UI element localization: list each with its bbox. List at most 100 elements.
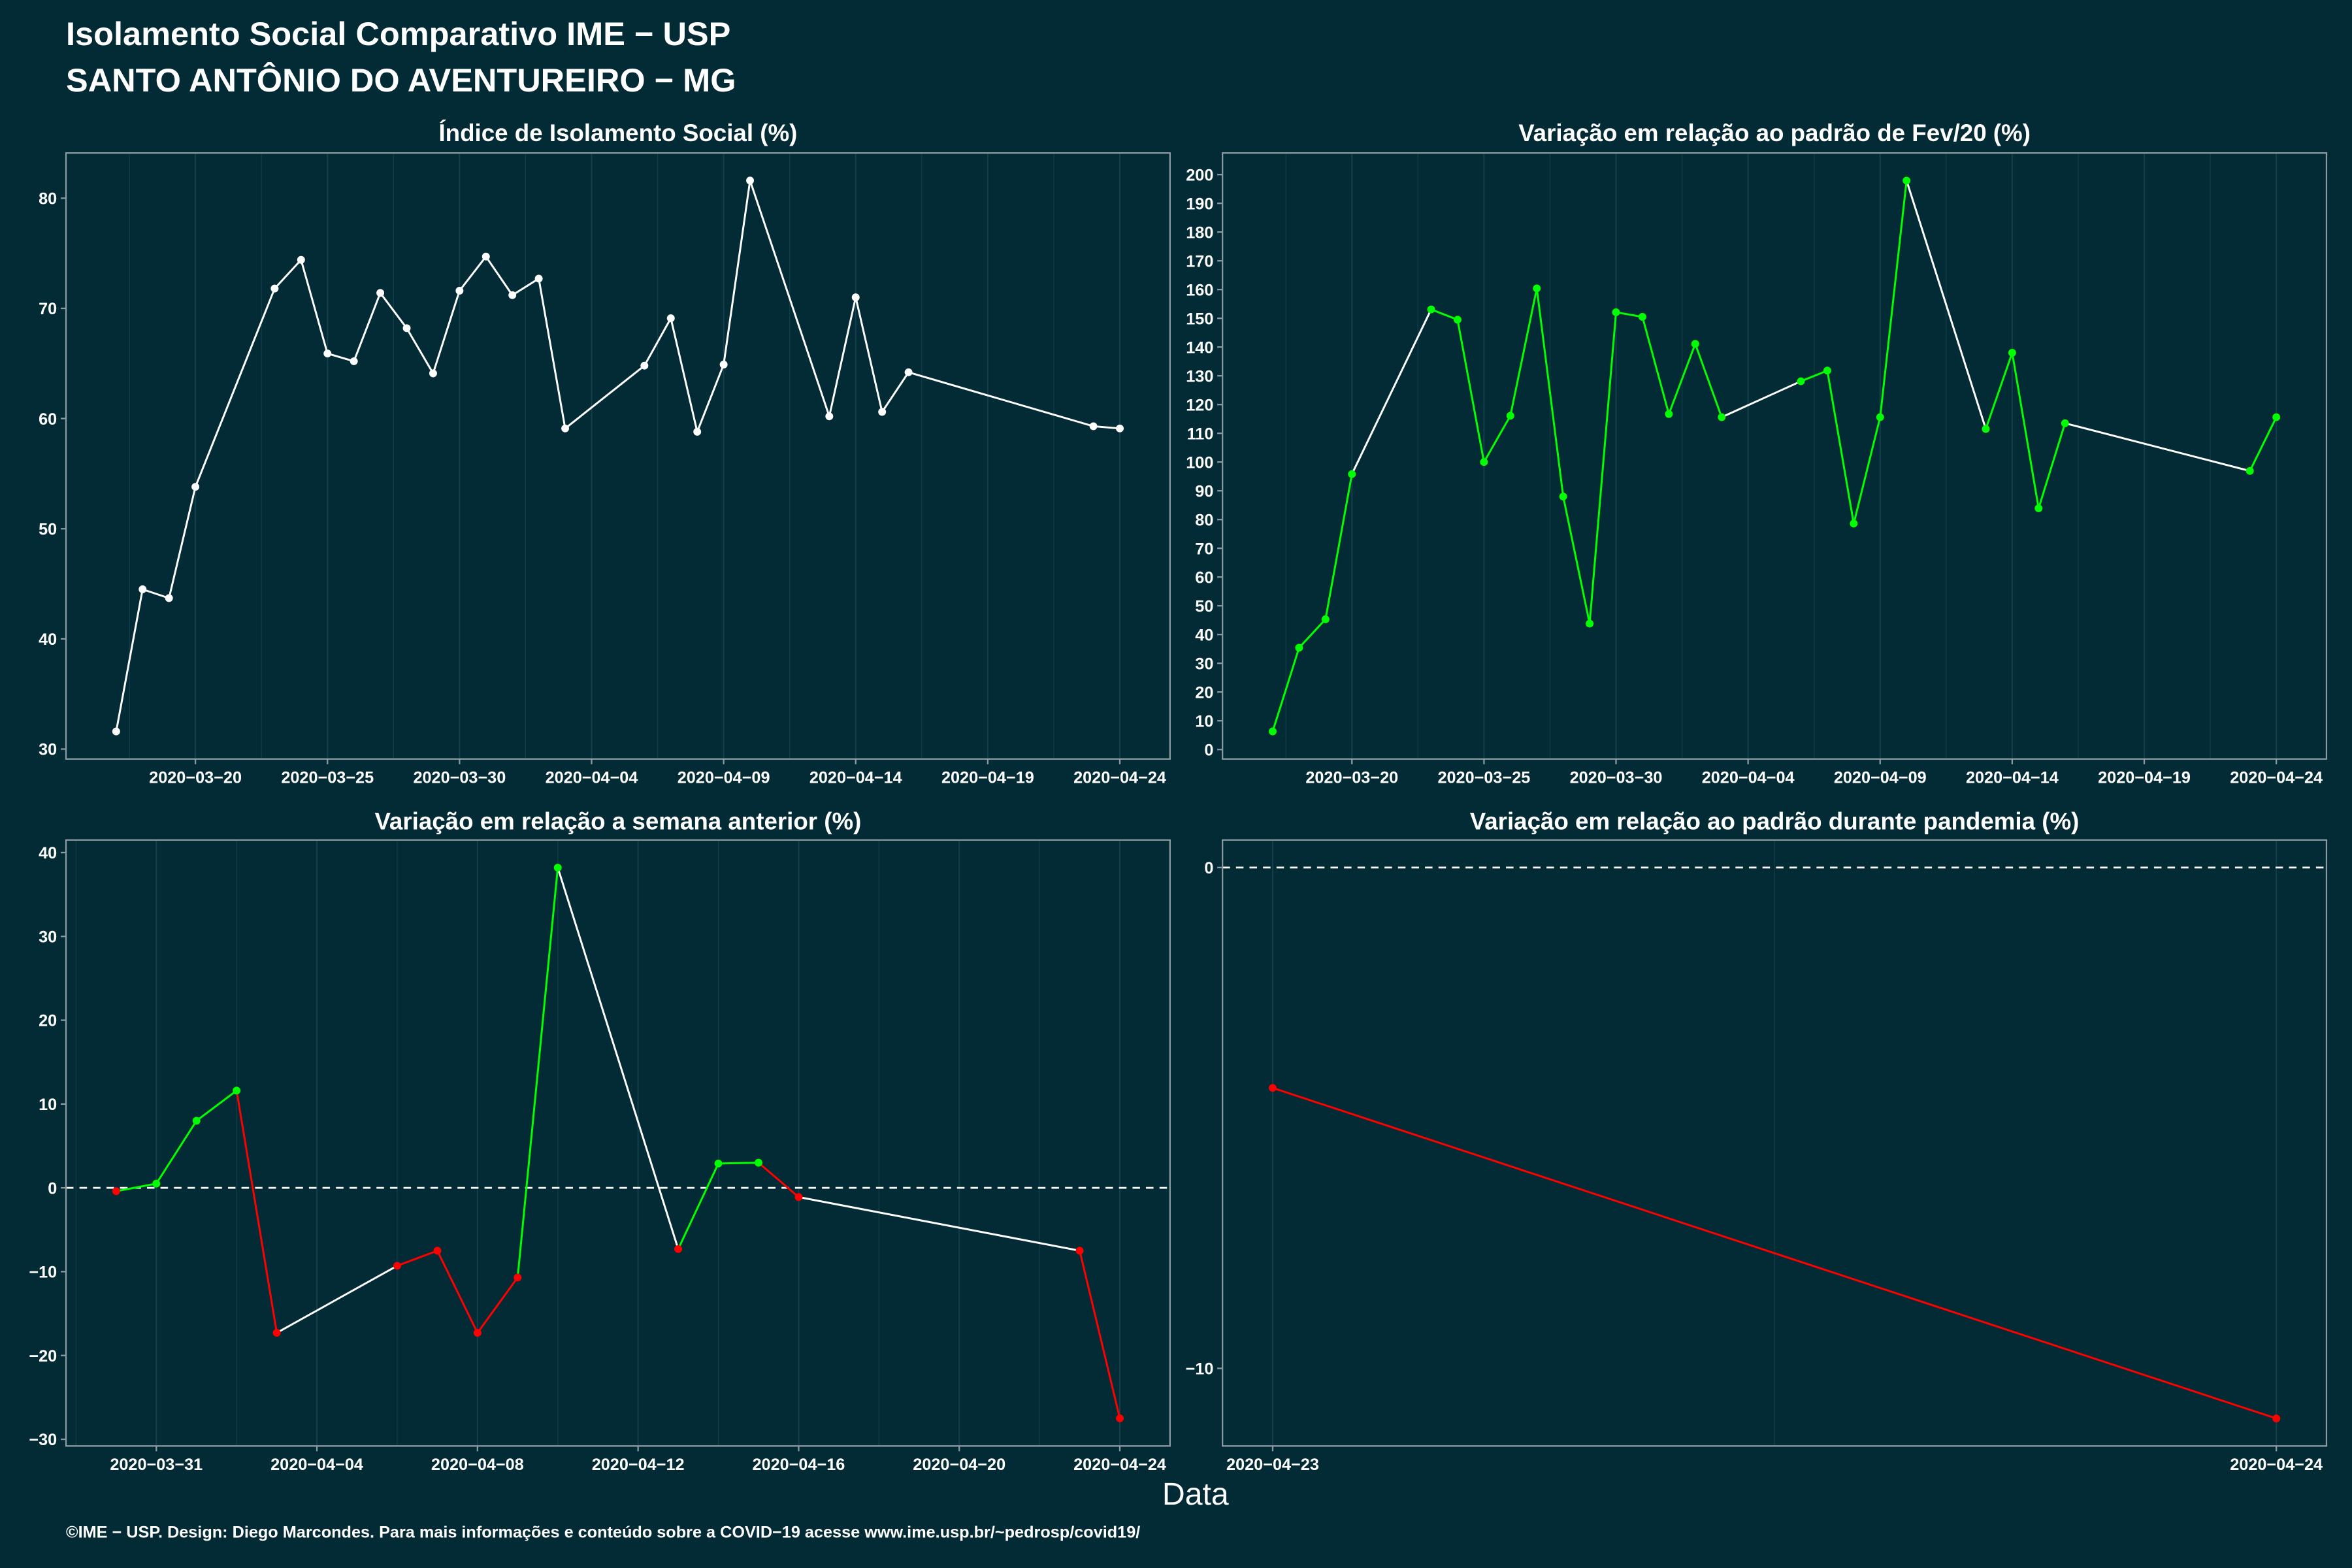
series-line-segment (881, 371, 910, 413)
x-tick-label: 2020−04−14 (809, 768, 902, 787)
data-point (139, 585, 147, 593)
data-point (1321, 615, 1330, 623)
data-point (1427, 305, 1435, 314)
x-tick-label: 2020−04−09 (1834, 768, 1927, 787)
x-tick-label: 2020−03−20 (149, 768, 242, 787)
data-point (693, 427, 702, 436)
grid-lines (1285, 153, 2278, 759)
data-point (165, 594, 173, 602)
x-axis-title: Data (1162, 1477, 1229, 1512)
data-point (152, 1179, 161, 1188)
series-line-segment (1482, 414, 1512, 463)
panel-title: Variação em relação ao padrão durante pa… (1470, 808, 2080, 835)
y-tick-label: 70 (1195, 540, 1213, 558)
data-point (1269, 1084, 1277, 1092)
data-points (1269, 176, 2281, 736)
series-line-segment (757, 1162, 800, 1198)
y-tick-label: 90 (1195, 482, 1213, 500)
series-line-segment (855, 296, 883, 413)
series-line-segment (353, 291, 382, 363)
series-line-segment (1588, 311, 1618, 625)
y-tick-label: 30 (39, 741, 57, 759)
series-line-segment (2011, 351, 2040, 510)
y-tick-label: 170 (1186, 252, 1213, 270)
data-point (1718, 413, 1726, 421)
series-line-segment (1641, 316, 1670, 416)
panel-border (65, 152, 1171, 760)
series-line-segment (1879, 179, 1908, 419)
series-line-segment (1562, 495, 1591, 625)
data-point (1506, 412, 1514, 420)
series-line-segment (1905, 179, 1987, 431)
data-point (719, 361, 728, 368)
data-point (1075, 1247, 1084, 1255)
series-line-segment (670, 317, 698, 433)
data-point (393, 1262, 401, 1270)
series-line-segment (141, 588, 171, 600)
series-line-segment (436, 1249, 479, 1334)
x-tick-label: 2020−03−30 (1570, 768, 1663, 787)
data-point (1269, 727, 1277, 736)
series-line-segment (168, 485, 197, 600)
series-line-segment (1509, 287, 1538, 417)
series-line (1271, 179, 2278, 732)
panel-isolation-index: Índice de Isolamento Social (%) 2020−03−2… (39, 120, 1171, 787)
series-line-segment (538, 277, 566, 430)
y-tick-label: 120 (1186, 396, 1213, 414)
data-point (640, 361, 649, 370)
x-tick-label: 2020−04−19 (2098, 768, 2191, 787)
data-point (1480, 458, 1488, 466)
data-point (746, 176, 755, 185)
series-line-segment (1615, 311, 1644, 318)
y-tick-label: 10 (1195, 712, 1213, 730)
series-line-segment (696, 363, 725, 433)
series-line-segment (406, 327, 434, 374)
series-line-segment (1350, 308, 1433, 476)
grid-lines (129, 153, 1121, 759)
data-point (1348, 470, 1356, 478)
y-tick-label: 190 (1186, 195, 1213, 213)
y-tick-label: 10 (39, 1096, 57, 1114)
panel-variation-feb20-baseline: Variação em relação ao padrão de Fev/20 … (1186, 120, 2328, 787)
x-tick-label: 2020−03−30 (413, 768, 506, 787)
series-line-segment (235, 1089, 278, 1334)
series-line-segment (476, 1276, 519, 1334)
data-point (1559, 493, 1567, 500)
data-point (233, 1086, 241, 1095)
data-point (1823, 367, 1831, 375)
y-tick-label: −20 (29, 1347, 57, 1365)
series-line-segment (717, 1162, 760, 1165)
data-point (2008, 349, 2016, 357)
x-tick-label: 2020−04−12 (592, 1456, 685, 1474)
x-tick-label: 2020−03−25 (281, 768, 374, 787)
y-tick-label: 60 (1195, 568, 1213, 587)
series-line-segment (1826, 369, 1855, 525)
x-axis: 2020−04−23 2020−04−24 (1226, 1446, 2323, 1474)
main-title-line-1: Isolamento Social Comparativo IME − USP (66, 15, 730, 52)
data-point (2272, 413, 2281, 421)
y-tick-label: 30 (39, 928, 57, 946)
series-line-segment (1694, 342, 1723, 419)
y-tick-label: 200 (1186, 166, 1213, 184)
data-point (674, 1245, 683, 1253)
series-line-segment (1984, 351, 2014, 431)
data-point (714, 1159, 723, 1168)
data-point (429, 369, 437, 378)
series-line-segment (516, 866, 559, 1279)
y-tick-label: 80 (39, 190, 57, 208)
panel-border (1222, 839, 2328, 1447)
series-line-segment (564, 365, 645, 430)
grid-lines (75, 840, 1121, 1446)
x-tick-label: 2020−04−09 (678, 768, 770, 787)
y-tick-label: 30 (1195, 655, 1213, 673)
y-tick-label: 160 (1186, 281, 1213, 299)
panel-variation-pandemic-baseline: Variação em relação ao padrão durante pa… (1186, 808, 2328, 1474)
y-tick-label: −30 (29, 1431, 57, 1449)
y-axis: 0 10 20 30 40 50 60 70 80 90 100 110 120 130 140 150 160… (1186, 166, 1223, 759)
series-line-segment (276, 1264, 399, 1334)
x-tick-label: 2020−03−20 (1305, 768, 1398, 787)
series-line-segment (749, 179, 830, 417)
series-line-segment (155, 1120, 198, 1185)
